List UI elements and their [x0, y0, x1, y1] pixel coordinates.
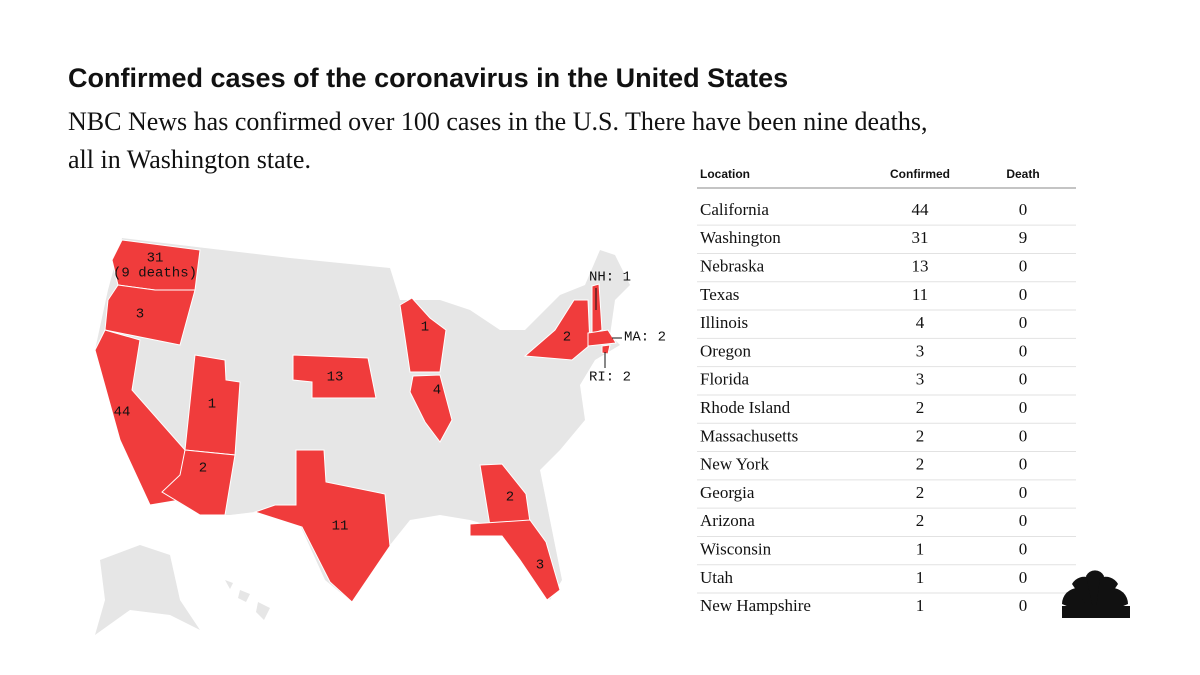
- map-label: 2: [563, 330, 571, 346]
- cell: 0: [1019, 398, 1028, 417]
- state: [523, 299, 591, 361]
- cell: 11: [912, 285, 928, 304]
- state: [601, 344, 611, 355]
- map-label: 3: [536, 558, 544, 574]
- cell: Utah: [700, 568, 734, 587]
- cell: 1: [916, 568, 925, 587]
- cell: California: [700, 200, 769, 219]
- map-label: (9 deaths): [113, 266, 197, 282]
- cell: 1: [916, 540, 925, 559]
- cell: 0: [1019, 596, 1028, 615]
- map-label: 1: [421, 320, 429, 336]
- map-label: NH: 1: [589, 270, 631, 286]
- cell: Oregon: [700, 341, 751, 360]
- cell: Nebraska: [700, 257, 765, 276]
- state: [479, 463, 531, 527]
- state: [161, 449, 236, 516]
- hawaii: [225, 580, 270, 620]
- cell: 2: [916, 511, 925, 530]
- cell: Massachusetts: [700, 426, 798, 445]
- cell: New York: [700, 455, 769, 474]
- alaska: [95, 545, 200, 635]
- nbc-logo: [1062, 570, 1130, 618]
- map-label: RI: 2: [589, 370, 631, 386]
- state: [399, 297, 447, 373]
- map-label: 31: [147, 251, 164, 267]
- cell: 0: [1019, 257, 1028, 276]
- cell: 2: [916, 398, 925, 417]
- title: Confirmed cases of the coronavirus in th…: [68, 63, 788, 93]
- subtitle: NBC News has confirmed over 100 cases in…: [68, 107, 927, 136]
- state: [469, 519, 561, 601]
- cell: 3: [916, 341, 925, 360]
- cell: Arizona: [700, 511, 755, 530]
- cell: 31: [912, 228, 929, 247]
- cell: 0: [1019, 370, 1028, 389]
- state: [409, 374, 453, 443]
- map-label: 1: [208, 397, 216, 413]
- state: [104, 284, 196, 346]
- cell: 0: [1019, 540, 1028, 559]
- map-label: 11: [332, 519, 349, 535]
- cell: 0: [1019, 568, 1028, 587]
- cell: 4: [916, 313, 925, 332]
- state: [253, 449, 391, 603]
- state: [591, 283, 603, 335]
- column-header: Location: [700, 167, 750, 181]
- cell: Washington: [700, 228, 781, 247]
- map: [94, 238, 630, 635]
- subtitle: all in Washington state.: [68, 145, 311, 174]
- state: [292, 354, 377, 399]
- map-label: 2: [506, 490, 514, 506]
- cell: 0: [1019, 341, 1028, 360]
- cell: Texas: [700, 285, 739, 304]
- cell: 1: [916, 596, 925, 615]
- cell: 2: [916, 483, 925, 502]
- cell: Georgia: [700, 483, 755, 502]
- cell: Florida: [700, 370, 750, 389]
- cell: 0: [1019, 426, 1028, 445]
- map-label: 2: [199, 461, 207, 477]
- cell: 2: [916, 455, 925, 474]
- table: Location Confirmed Death California 44 0 Washi…: [697, 167, 1076, 615]
- map-label: 13: [327, 370, 344, 386]
- cell: 2: [916, 426, 925, 445]
- map-label: 44: [114, 405, 131, 421]
- cell: New Hampshire: [700, 596, 811, 615]
- map-label: 4: [433, 383, 441, 399]
- cell: Wisconsin: [700, 540, 772, 559]
- cell: 0: [1019, 511, 1028, 530]
- cell: 0: [1019, 455, 1028, 474]
- map-label: 3: [136, 307, 144, 323]
- cell: 0: [1019, 483, 1028, 502]
- cell: 9: [1019, 228, 1028, 247]
- map-label: MA: 2: [624, 330, 666, 346]
- cell: 13: [912, 257, 929, 276]
- cell: Rhode Island: [700, 398, 791, 417]
- cell: 0: [1019, 200, 1028, 219]
- cell: 0: [1019, 313, 1028, 332]
- state: [587, 329, 617, 347]
- cell: Illinois: [700, 313, 748, 332]
- column-header: Death: [1006, 167, 1039, 181]
- column-header: Confirmed: [890, 167, 950, 181]
- cell: 3: [916, 370, 925, 389]
- cell: 44: [912, 200, 930, 219]
- cell: 0: [1019, 285, 1028, 304]
